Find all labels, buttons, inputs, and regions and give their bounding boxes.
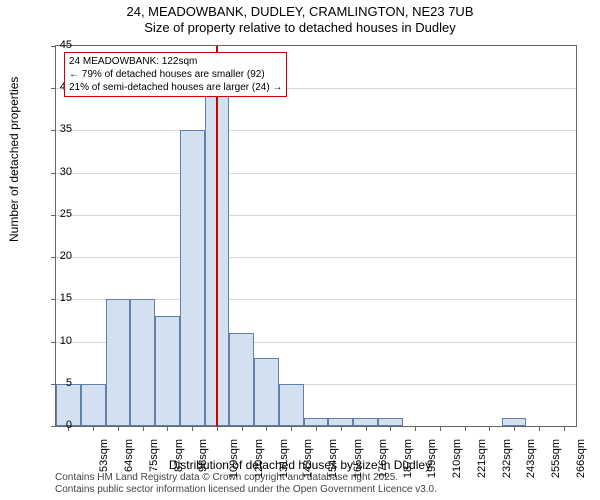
histogram-bar xyxy=(328,418,353,426)
annotation-line: ← 79% of detached houses are smaller (92… xyxy=(69,68,282,81)
annotation-line: 24 MEADOWBANK: 122sqm xyxy=(69,55,282,68)
footer-line2: Contains public sector information licen… xyxy=(55,484,437,496)
y-tick-label: 0 xyxy=(52,419,72,431)
x-tick-label: 199sqm xyxy=(426,439,438,478)
y-tick-label: 35 xyxy=(52,123,72,135)
y-tick-label: 10 xyxy=(52,335,72,347)
x-tick-mark xyxy=(514,426,515,431)
x-tick-label: 75sqm xyxy=(148,439,160,472)
x-tick-mark xyxy=(143,426,144,431)
y-tick-label: 15 xyxy=(52,292,72,304)
chart-title-sub: Size of property relative to detached ho… xyxy=(0,20,600,35)
x-tick-label: 243sqm xyxy=(525,439,537,478)
grid-line xyxy=(56,257,576,258)
x-tick-mark xyxy=(465,426,466,431)
histogram-bar xyxy=(502,418,527,426)
histogram-bar xyxy=(155,316,180,426)
histogram-bar xyxy=(353,418,378,426)
x-tick-mark xyxy=(118,426,119,431)
x-tick-label: 109sqm xyxy=(228,439,240,478)
x-tick-label: 165sqm xyxy=(352,439,364,478)
chart-title-main: 24, MEADOWBANK, DUDLEY, CRAMLINGTON, NE2… xyxy=(0,4,600,19)
histogram-bar xyxy=(279,384,304,426)
y-tick-label: 30 xyxy=(52,166,72,178)
x-tick-mark xyxy=(167,426,168,431)
annotation-box: 24 MEADOWBANK: 122sqm← 79% of detached h… xyxy=(64,52,287,97)
x-tick-label: 210sqm xyxy=(451,439,463,478)
x-tick-mark xyxy=(440,426,441,431)
x-tick-mark xyxy=(564,426,565,431)
histogram-bar xyxy=(106,299,131,426)
histogram-bar xyxy=(130,299,155,426)
histogram-bar xyxy=(304,418,329,426)
x-tick-mark xyxy=(242,426,243,431)
x-tick-mark xyxy=(316,426,317,431)
y-tick-label: 25 xyxy=(52,208,72,220)
x-tick-label: 143sqm xyxy=(303,439,315,478)
y-tick-label: 20 xyxy=(52,250,72,262)
x-tick-mark xyxy=(415,426,416,431)
x-tick-mark xyxy=(390,426,391,431)
x-tick-mark xyxy=(192,426,193,431)
marker-line xyxy=(216,46,218,426)
grid-line xyxy=(56,215,576,216)
x-tick-label: 53sqm xyxy=(98,439,110,472)
chart-container: 24, MEADOWBANK, DUDLEY, CRAMLINGTON, NE2… xyxy=(0,0,600,500)
x-tick-label: 87sqm xyxy=(173,439,185,472)
x-tick-label: 98sqm xyxy=(197,439,209,472)
x-tick-mark xyxy=(539,426,540,431)
x-tick-label: 176sqm xyxy=(377,439,389,478)
x-tick-label: 221sqm xyxy=(476,439,488,478)
plot-area: 24 MEADOWBANK: 122sqm← 79% of detached h… xyxy=(55,45,577,427)
annotation-line: 21% of semi-detached houses are larger (… xyxy=(69,81,282,94)
grid-line xyxy=(56,130,576,131)
histogram-bar xyxy=(180,130,205,426)
y-axis-label: Number of detached properties xyxy=(7,77,21,242)
x-tick-label: 266sqm xyxy=(575,439,587,478)
histogram-bar xyxy=(378,418,403,426)
x-tick-label: 64sqm xyxy=(123,439,135,472)
x-tick-mark xyxy=(266,426,267,431)
x-tick-label: 255sqm xyxy=(550,439,562,478)
x-tick-label: 232sqm xyxy=(501,439,513,478)
histogram-bar xyxy=(254,358,279,426)
grid-line xyxy=(56,173,576,174)
x-tick-mark xyxy=(217,426,218,431)
x-tick-mark xyxy=(291,426,292,431)
x-tick-label: 131sqm xyxy=(278,439,290,478)
x-tick-mark xyxy=(93,426,94,431)
x-tick-label: 154sqm xyxy=(327,439,339,478)
histogram-bar xyxy=(81,384,106,426)
y-tick-label: 5 xyxy=(52,377,72,389)
x-tick-mark xyxy=(489,426,490,431)
histogram-bar xyxy=(229,333,254,426)
x-tick-mark xyxy=(366,426,367,431)
y-tick-label: 45 xyxy=(52,39,72,51)
x-tick-label: 120sqm xyxy=(253,439,265,478)
x-tick-label: 187sqm xyxy=(402,439,414,478)
x-tick-mark xyxy=(341,426,342,431)
